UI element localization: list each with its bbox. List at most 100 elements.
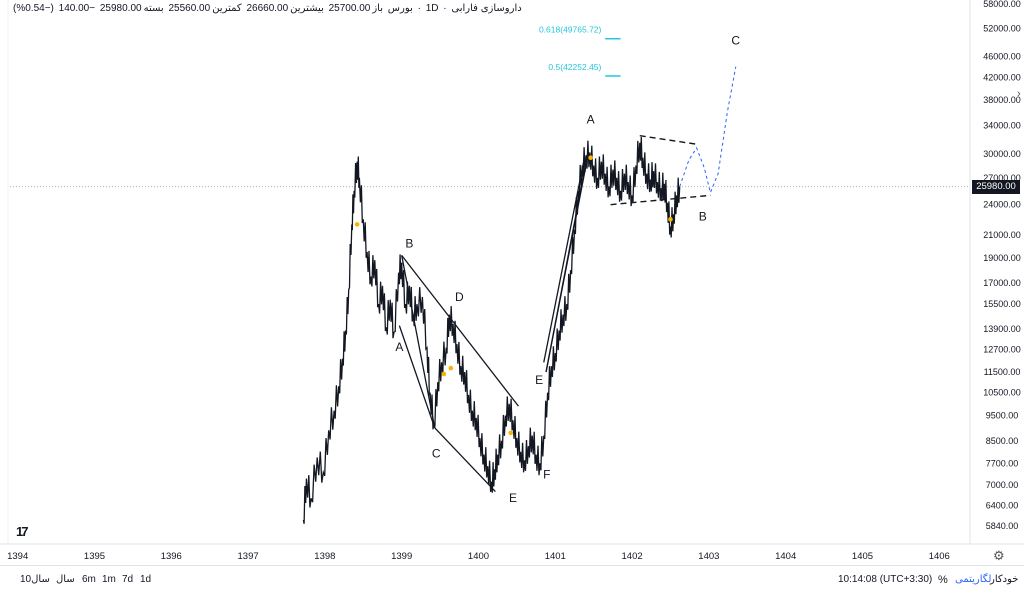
y-tick-label: 5840.00 [986, 521, 1019, 531]
symbol-name[interactable]: داروسازی فارابی [451, 3, 522, 14]
y-tick-label: 10500.00 [983, 388, 1021, 398]
timeframe-1y[interactable]: سال [56, 574, 75, 585]
event-marker-dot [448, 365, 454, 371]
price-series [302, 136, 681, 524]
event-marker-dot [588, 155, 593, 160]
event-markers [354, 155, 673, 436]
y-tick-label: 21000.00 [983, 230, 1021, 240]
x-tick-label: 1398 [314, 551, 335, 562]
wave-label: E [535, 373, 543, 387]
channel-2-mid [545, 153, 589, 373]
triangle-upper-dashed [639, 134, 697, 145]
y-tick-label: 30000.00 [983, 149, 1021, 159]
exchange: بورس [387, 3, 413, 14]
x-tick-label: 1399 [391, 551, 412, 562]
high-label: بیشترین [290, 3, 324, 14]
event-marker-dot [668, 217, 673, 222]
timeframe-1m[interactable]: 1m [102, 574, 116, 585]
y-tick-label: 46000.00 [983, 52, 1021, 62]
x-tick-label: 1404 [775, 551, 796, 562]
y-tick-label: 13900.00 [983, 324, 1021, 334]
timeframe[interactable]: 1D [425, 3, 439, 14]
x-tick-label: 1400 [468, 551, 489, 562]
open-label: باز [372, 3, 383, 14]
timeframe-6m[interactable]: 6m [82, 574, 96, 585]
event-marker-dot [354, 222, 360, 227]
close-value: 25980.00 [99, 3, 142, 14]
y-tick-label: 34000.00 [983, 120, 1021, 130]
y-tick-label: 9500.00 [986, 410, 1019, 420]
open-value: 25700.00 [328, 3, 371, 14]
projection-line [679, 66, 737, 195]
timeframe-1d[interactable]: 1d [140, 574, 152, 585]
symbol-header: داروسازی فارابی · 1D · بورس باز25700.00 … [13, 3, 522, 14]
wave-label: A [587, 112, 595, 126]
event-marker-dot [441, 371, 447, 377]
y-tick-label: 17000.00 [983, 278, 1021, 288]
x-tick-label: 1395 [84, 551, 105, 562]
y-tick-label: 52000.00 [983, 24, 1021, 34]
timeframe-10y[interactable]: 10سال [20, 574, 50, 585]
event-marker-dot [508, 430, 514, 436]
price-chart[interactable]: 0.618(49765.72)0.5(42252.45) ABCDEEFABC … [0, 0, 1024, 565]
y-tick-label: 27000.00 [983, 173, 1021, 183]
y-tick-label: 6400.00 [986, 500, 1019, 510]
y-tick-label: 19000.00 [983, 253, 1021, 263]
chevron-right-icon[interactable]: › [1017, 88, 1021, 100]
high-value: 26660.00 [246, 3, 289, 14]
wave-label: E [509, 491, 517, 505]
auto-toggle[interactable]: خودکار [990, 574, 1019, 585]
timeframe-7d[interactable]: 7d [122, 574, 134, 585]
projection-path [679, 66, 737, 195]
last-price-tag: 25980.00 [972, 180, 1020, 194]
x-tick-label: 1403 [698, 551, 719, 562]
x-tick-label: 1406 [929, 551, 950, 562]
channel-2-left [543, 157, 586, 363]
wave-label: A [395, 340, 403, 354]
wave-label: F [543, 468, 550, 482]
y-tick-label: 12700.00 [983, 344, 1021, 354]
clock-timezone[interactable]: 10:14:08 (UTC+3:30) [838, 574, 933, 585]
wave-label: C [432, 446, 441, 460]
y-tick-label: 7700.00 [986, 458, 1019, 468]
wave-label: B [405, 236, 413, 250]
log-toggle[interactable]: لگاریتمی [955, 574, 992, 585]
channel-1-lower-b [434, 427, 496, 493]
gear-icon[interactable]: ⚙ [993, 548, 1005, 563]
fib-levels: 0.618(49765.72) 0.5(42252.45) [539, 25, 621, 77]
close-label: بسته [143, 3, 164, 14]
channel-1-left [401, 255, 436, 428]
wave-label: C [731, 34, 740, 48]
change-value: −140.00 [58, 3, 96, 14]
bottom-toolbar: 10سال سال 6m 1m 7d 1d 10:14:08 (UTC+3:30… [0, 565, 1024, 593]
x-tick-label: 1402 [622, 551, 643, 562]
y-tick-label: 8500.00 [986, 436, 1019, 446]
low-value: 25560.00 [168, 3, 211, 14]
y-tick-label: 38000.00 [983, 95, 1021, 105]
x-tick-label: 1397 [238, 551, 259, 562]
x-tick-label: 1396 [161, 551, 182, 562]
wave-label: B [699, 209, 707, 223]
y-tick-label: 58000.00 [983, 0, 1021, 9]
y-tick-label: 7000.00 [986, 480, 1019, 490]
chart-grid [0, 0, 1024, 545]
low-label: کمترین [212, 3, 242, 14]
percent-toggle[interactable]: % [938, 574, 948, 586]
price-line [302, 136, 681, 524]
y-axis: 5840.00 6400.00 7000.00 7700.00 8500.00 9500.… [983, 0, 1021, 531]
y-tick-label: 15500.00 [983, 299, 1021, 309]
x-axis: 1394 1395 1396 1397 1398 1399 1400 1401 1402 1403… [7, 551, 950, 562]
x-tick-label: 1405 [852, 551, 873, 562]
channel-1-lower-a [398, 325, 436, 428]
wave-labels: A B C D E E F A B C [395, 34, 740, 505]
fib-level-label: 0.5(42252.45) [548, 62, 601, 72]
change-percent: (−0.54%) [13, 3, 54, 14]
y-tick-label: 11500.00 [984, 367, 1021, 377]
x-tick-label: 1394 [7, 551, 28, 562]
y-tick-label: 24000.00 [983, 200, 1021, 210]
fib-level-label: 0.618(49765.72) [539, 25, 602, 35]
wave-label: D [455, 290, 464, 304]
x-tick-label: 1401 [545, 551, 566, 562]
y-tick-label: 42000.00 [983, 72, 1021, 82]
tradingview-logo-icon: 17 [16, 524, 28, 539]
